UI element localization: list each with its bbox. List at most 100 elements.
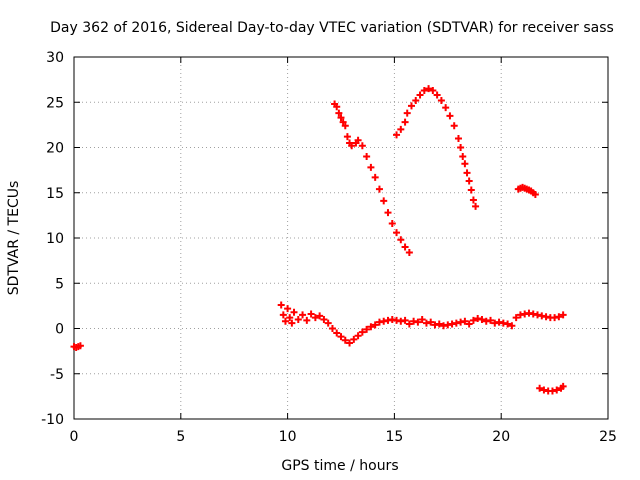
data-point	[469, 316, 477, 324]
series-near-zero-band	[277, 301, 567, 347]
x-tick-label: 25	[599, 429, 617, 445]
data-point	[371, 173, 379, 181]
data-point	[358, 142, 366, 150]
data-point	[393, 229, 401, 237]
data-point	[469, 196, 477, 204]
data-point	[425, 85, 433, 93]
x-tick-label: 0	[70, 429, 79, 445]
data-point	[299, 311, 307, 319]
data-point	[454, 134, 462, 142]
y-tick-labels: -10 -5 0 5 10 15 20 25 30	[41, 50, 64, 428]
data-point	[559, 382, 567, 390]
data-point	[367, 163, 375, 171]
data-point	[348, 142, 356, 150]
data-point	[339, 118, 347, 126]
data-point	[281, 317, 289, 325]
data-point	[294, 315, 302, 323]
data-point	[307, 310, 315, 318]
data-point	[354, 332, 362, 340]
data-point	[437, 96, 445, 104]
series-short-segment-neg7	[536, 382, 567, 395]
series-short-segment-15	[514, 183, 539, 199]
data-point	[337, 114, 345, 122]
data-point	[463, 169, 471, 177]
data-point	[508, 322, 516, 330]
data-point	[435, 320, 443, 328]
x-tick-label: 10	[279, 429, 297, 445]
x-tick-label: 5	[176, 429, 185, 445]
data-point	[311, 314, 319, 322]
series-peaked-arc	[393, 85, 480, 210]
data-point	[279, 311, 287, 319]
data-point	[341, 122, 349, 130]
data-point	[76, 342, 84, 350]
data-point	[350, 335, 358, 343]
data-point	[418, 315, 426, 323]
data-point	[358, 328, 366, 336]
y-tick-label: 10	[46, 231, 64, 247]
data-point	[555, 313, 563, 321]
data-point	[401, 118, 409, 126]
data-point	[346, 339, 354, 347]
data-point	[384, 209, 392, 217]
data-point	[371, 321, 379, 329]
x-tick-labels: 0 5 10 15 20 25	[70, 429, 617, 445]
data-point	[397, 236, 405, 244]
data-point	[367, 323, 375, 331]
data-point	[457, 144, 465, 151]
data-point	[472, 202, 480, 210]
data-point	[459, 153, 467, 161]
data-point	[397, 125, 405, 133]
data-point	[284, 305, 292, 313]
data-point	[320, 315, 328, 323]
data-point	[405, 248, 413, 256]
data-point	[427, 318, 435, 326]
data-point	[416, 91, 424, 99]
data-point	[401, 316, 409, 324]
data-point	[536, 384, 544, 392]
y-axis-label: SDTVAR / TECUs	[6, 181, 22, 296]
data-point	[363, 325, 371, 333]
data-point	[286, 314, 294, 322]
data-point	[380, 197, 388, 205]
x-tick-label: 15	[385, 429, 403, 445]
data-point	[442, 104, 450, 112]
y-tick-label: -5	[50, 367, 64, 383]
data-point	[465, 320, 473, 328]
data-point	[303, 316, 311, 324]
data-point	[504, 320, 512, 328]
data-point	[420, 86, 428, 94]
data-point	[512, 314, 520, 322]
data-point	[412, 96, 420, 104]
chart-title: Day 362 of 2016, Sidereal Day-to-day VTE…	[50, 20, 614, 36]
data-point	[393, 131, 401, 139]
data-point	[341, 336, 349, 344]
data-point	[290, 308, 298, 316]
y-tick-label: 0	[55, 322, 64, 338]
data-point	[446, 112, 454, 120]
data-point	[433, 91, 441, 99]
series-early-point	[70, 342, 84, 352]
data-point	[388, 220, 396, 228]
data-point	[405, 320, 413, 328]
data-point	[553, 386, 561, 394]
grid-layer	[74, 57, 608, 419]
data-point	[324, 319, 332, 327]
data-point	[288, 319, 296, 327]
data-point	[316, 312, 324, 320]
data-point	[450, 122, 458, 130]
y-tick-label: 25	[46, 95, 64, 111]
data-point	[407, 102, 415, 110]
series-descending-arc	[331, 100, 413, 256]
data-point	[333, 103, 341, 111]
x-axis-label: GPS time / hours	[281, 458, 398, 474]
data-point	[337, 333, 345, 341]
data-point	[403, 109, 411, 117]
data-point	[461, 317, 469, 325]
data-point	[335, 109, 343, 117]
data-point	[467, 186, 475, 194]
data-point	[559, 311, 567, 319]
data-points	[70, 85, 567, 395]
data-point	[328, 325, 336, 332]
